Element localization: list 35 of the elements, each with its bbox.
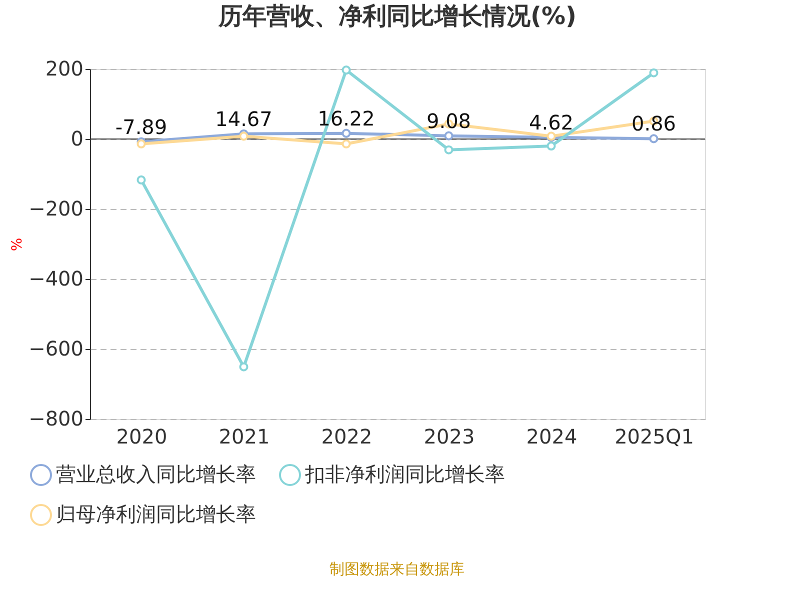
- legend-label: 营业总收入同比增长率: [56, 462, 256, 486]
- x-tick-label: 2025Q1: [614, 424, 694, 448]
- data-label: 0.86: [631, 112, 676, 136]
- x-tick-label: 2020: [116, 424, 168, 448]
- point: [239, 362, 248, 372]
- point: [444, 131, 454, 140]
- point: [342, 128, 351, 138]
- y-tick-label: −600: [28, 336, 84, 360]
- chart-title: 历年营收、净利同比增长情况(%): [218, 2, 576, 30]
- y-tick-label: 0: [70, 126, 84, 150]
- x-tick-label: 2021: [218, 424, 270, 448]
- y-tick-label: −800: [28, 406, 84, 430]
- y-tick-label: 200: [45, 56, 84, 80]
- point: [444, 145, 454, 154]
- point: [649, 68, 658, 78]
- y-tick-label: −400: [28, 266, 84, 290]
- point: [546, 141, 556, 151]
- legend-label: 归母净利润同比增长率: [56, 502, 256, 526]
- y-tick-label: −200: [28, 196, 84, 220]
- point: [136, 175, 146, 184]
- data-label: -7.89: [115, 114, 168, 139]
- data-label: 14.67: [215, 106, 272, 131]
- x-tick-label: 2024: [526, 424, 578, 448]
- y-axis-title: %: [10, 238, 26, 252]
- point: [342, 139, 351, 148]
- data-label: 4.62: [528, 110, 574, 134]
- data-label: 9.08: [426, 108, 472, 133]
- point: [239, 132, 248, 141]
- legend-label: 扣非净利润同比增长率: [304, 462, 505, 486]
- point: [649, 134, 658, 144]
- x-tick-label: 2022: [321, 424, 372, 448]
- point: [342, 66, 351, 75]
- data-label: 16.22: [318, 106, 375, 130]
- text: 制图数据来自数据库: [330, 560, 464, 578]
- x-tick-label: 2023: [424, 424, 475, 448]
